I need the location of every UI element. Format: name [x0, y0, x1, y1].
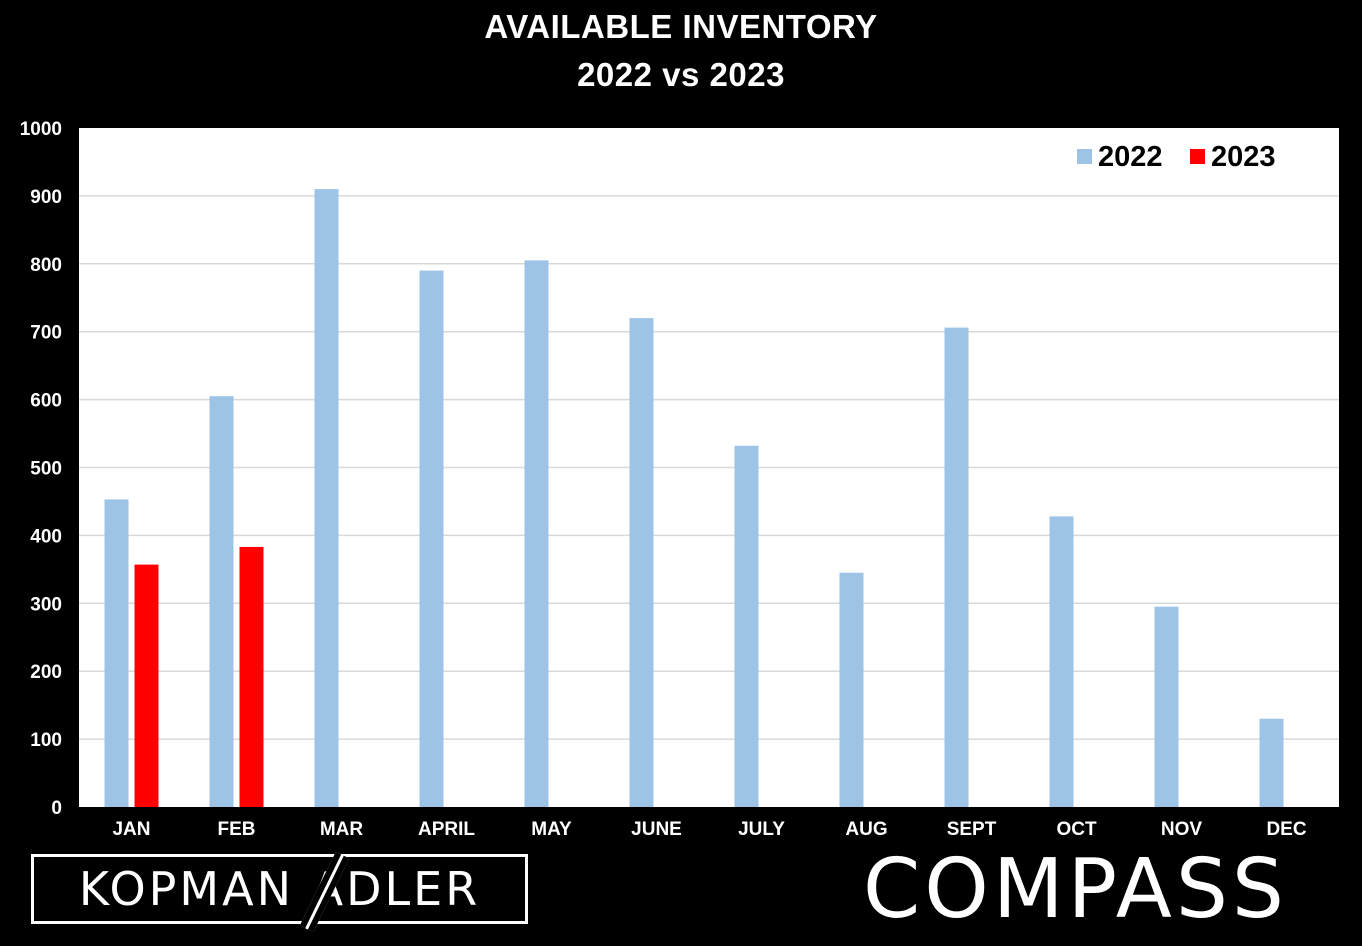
legend-label-2023: 2023 — [1211, 141, 1276, 173]
y-tick-label: 0 — [51, 798, 62, 819]
x-tick-label: OCT — [1056, 819, 1097, 840]
x-tick-label: APRIL — [418, 819, 475, 840]
bar-2022-mar — [314, 189, 339, 808]
bar-2022-sept — [944, 327, 969, 807]
bar-2022-aug — [839, 572, 864, 807]
x-tick-label: MAY — [531, 819, 572, 840]
x-tick-label: FEB — [218, 819, 256, 840]
legend-label-2022: 2022 — [1098, 141, 1163, 173]
y-axis-ticks: 0 100 200 300 400 500 600 700 800 900 1000 — [20, 119, 62, 819]
y-tick-label: 100 — [30, 730, 62, 751]
bar-2022-april — [419, 270, 444, 808]
bar-2022-nov — [1154, 606, 1179, 807]
y-tick-label: 300 — [30, 594, 62, 615]
chart-subtitle: 2022 vs 2023 — [577, 56, 785, 93]
y-tick-label: 900 — [30, 187, 62, 208]
y-tick-label: 1000 — [20, 119, 62, 140]
bar-2023-jan — [134, 564, 159, 807]
y-tick-label: 700 — [30, 323, 62, 344]
y-tick-label: 200 — [30, 662, 62, 683]
y-tick-label: 400 — [30, 526, 62, 547]
x-tick-label: JAN — [112, 819, 150, 840]
legend-swatch-2023 — [1190, 149, 1205, 164]
bar-2022-july — [734, 445, 759, 807]
compass-logo: COMPASS — [863, 842, 1288, 937]
x-tick-label: MAR — [320, 819, 364, 840]
bars — [104, 189, 1284, 808]
legend: 2022 2023 — [1077, 141, 1276, 173]
bar-2022-oct — [1049, 516, 1074, 807]
bar-2022-dec — [1259, 718, 1284, 807]
kopman-adler-logo-text: KOPMAN ADLER — [78, 862, 481, 916]
chart-title: AVAILABLE INVENTORY — [484, 8, 878, 45]
y-tick-label: 500 — [30, 459, 62, 480]
x-tick-label: JULY — [738, 819, 785, 840]
y-tick-label: 600 — [30, 391, 62, 412]
x-axis-ticks: JAN FEB MAR APRIL MAY JUNE JULY AUG SEPT OCT NOV DE… — [112, 819, 1306, 840]
y-tick-label: 800 — [30, 255, 62, 276]
x-tick-label: JUNE — [631, 819, 682, 840]
x-tick-label: NOV — [1161, 819, 1203, 840]
gridlines — [79, 195, 1339, 740]
bar-2022-feb — [209, 396, 234, 807]
x-tick-label: SEPT — [947, 819, 997, 840]
bar-2022-june — [629, 318, 654, 807]
kopman-adler-logo: KOPMAN ADLER — [31, 851, 528, 933]
bar-2022-jan — [104, 499, 129, 807]
bar-2023-feb — [239, 546, 264, 807]
bar-2022-may — [524, 260, 549, 807]
legend-swatch-2022 — [1077, 149, 1092, 164]
x-tick-label: AUG — [845, 819, 887, 840]
x-tick-label: DEC — [1266, 819, 1306, 840]
